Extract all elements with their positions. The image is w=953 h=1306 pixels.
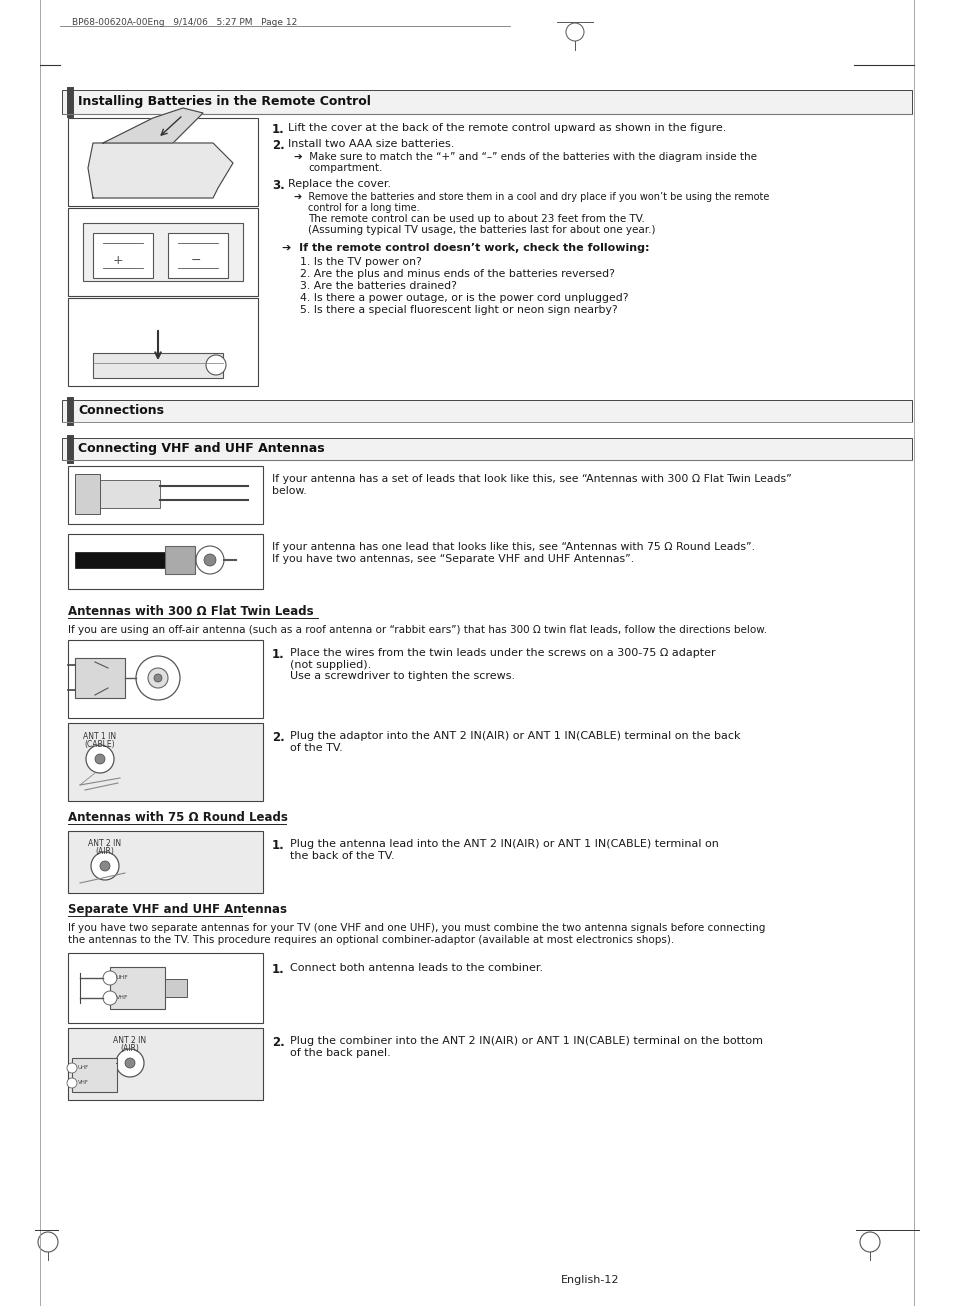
Text: Plug the antenna lead into the ANT 2 IN(AIR) or ANT 1 IN(CABLE) terminal on
the : Plug the antenna lead into the ANT 2 IN(…	[290, 838, 719, 861]
Text: ➔  If the remote control doesn’t work, check the following:: ➔ If the remote control doesn’t work, ch…	[282, 243, 649, 253]
Text: Antennas with 75 Ω Round Leads: Antennas with 75 Ω Round Leads	[68, 811, 288, 824]
Text: Place the wires from the twin leads under the screws on a 300-75 Ω adapter
(not : Place the wires from the twin leads unde…	[290, 648, 715, 682]
Polygon shape	[88, 142, 233, 199]
Bar	[165, 980, 187, 996]
Bar	[83, 223, 243, 281]
Circle shape	[565, 24, 583, 40]
Bar	[68, 1028, 263, 1100]
Text: 2.: 2.	[272, 1036, 284, 1049]
Circle shape	[859, 1232, 879, 1252]
Circle shape	[91, 852, 119, 880]
Text: 1. Is the TV power on?: 1. Is the TV power on?	[299, 257, 421, 266]
Text: 2.: 2.	[272, 138, 284, 151]
Bar	[68, 466, 263, 524]
Bar	[110, 966, 165, 1010]
Circle shape	[100, 861, 110, 871]
Bar	[71, 1058, 117, 1092]
Text: (CABLE): (CABLE)	[85, 741, 115, 750]
Bar	[168, 232, 228, 278]
Text: 2.: 2.	[272, 731, 284, 744]
Text: If your antenna has a set of leads that look like this, see “Antennas with 300 Ω: If your antenna has a set of leads that …	[272, 474, 791, 495]
Circle shape	[153, 674, 162, 682]
Text: English-12: English-12	[560, 1275, 618, 1285]
Text: 1.: 1.	[272, 963, 284, 976]
Text: Lift the cover at the back of the remote control upward as shown in the figure.: Lift the cover at the back of the remote…	[288, 123, 725, 133]
Circle shape	[103, 970, 117, 985]
Text: 3. Are the batteries drained?: 3. Are the batteries drained?	[299, 281, 456, 291]
Text: 2. Are the plus and minus ends of the batteries reversed?: 2. Are the plus and minus ends of the ba…	[299, 269, 615, 279]
Circle shape	[103, 991, 117, 1006]
Bar	[62, 90, 911, 114]
Text: If you have two separate antennas for your TV (one VHF and one UHF), you must co: If you have two separate antennas for yo…	[68, 923, 764, 944]
Bar	[92, 232, 152, 278]
Text: Connections: Connections	[78, 404, 164, 417]
Text: 1.: 1.	[272, 123, 284, 136]
Bar	[92, 353, 223, 377]
Text: BP68-00620A-00Eng   9/14/06   5:27 PM   Page 12: BP68-00620A-00Eng 9/14/06 5:27 PM Page 1…	[71, 18, 297, 27]
Bar	[68, 298, 257, 387]
Text: 1.: 1.	[272, 648, 284, 661]
Text: 4. Is there a power outage, or is the power cord unplugged?: 4. Is there a power outage, or is the po…	[299, 293, 628, 303]
Text: ANT 1 IN: ANT 1 IN	[83, 731, 116, 741]
Text: Antennas with 300 Ω Flat Twin Leads: Antennas with 300 Ω Flat Twin Leads	[68, 605, 314, 618]
Text: compartment.: compartment.	[308, 163, 382, 172]
Bar	[68, 953, 263, 1023]
Bar	[68, 534, 263, 589]
Bar	[62, 400, 911, 422]
Text: Installing Batteries in the Remote Control: Installing Batteries in the Remote Contr…	[78, 95, 371, 108]
Bar	[62, 438, 911, 460]
Circle shape	[67, 1063, 77, 1074]
Text: 3.: 3.	[272, 179, 284, 192]
Text: VHF: VHF	[116, 995, 129, 1000]
Text: ➔  Make sure to match the “+” and “–” ends of the batteries with the diagram ins: ➔ Make sure to match the “+” and “–” end…	[294, 151, 757, 162]
Bar	[68, 831, 263, 893]
Text: −: −	[191, 253, 201, 266]
Circle shape	[195, 546, 224, 575]
Text: Plug the combiner into the ANT 2 IN(AIR) or ANT 1 IN(CABLE) terminal on the bott: Plug the combiner into the ANT 2 IN(AIR)…	[290, 1036, 762, 1058]
Polygon shape	[103, 108, 203, 142]
Text: If you are using an off-air antenna (such as a roof antenna or “rabbit ears”) th: If you are using an off-air antenna (suc…	[68, 626, 766, 635]
Bar	[75, 658, 125, 697]
Bar	[75, 474, 100, 515]
Text: ➔  Remove the batteries and store them in a cool and dry place if you won’t be u: ➔ Remove the batteries and store them in…	[294, 192, 768, 202]
Text: control for a long time.: control for a long time.	[308, 202, 419, 213]
Circle shape	[148, 667, 168, 688]
Text: Connecting VHF and UHF Antennas: Connecting VHF and UHF Antennas	[78, 441, 324, 454]
Text: UHF: UHF	[116, 976, 129, 980]
Bar	[68, 208, 257, 296]
Circle shape	[86, 744, 113, 773]
Circle shape	[136, 656, 180, 700]
Circle shape	[206, 355, 226, 375]
Text: The remote control can be used up to about 23 feet from the TV.: The remote control can be used up to abo…	[308, 214, 644, 225]
Text: If your antenna has one lead that looks like this, see “Antennas with 75 Ω Round: If your antenna has one lead that looks …	[272, 542, 754, 564]
Bar	[68, 640, 263, 718]
Text: Replace the cover.: Replace the cover.	[288, 179, 391, 189]
Circle shape	[38, 1232, 58, 1252]
Text: Install two AAA size batteries.: Install two AAA size batteries.	[288, 138, 454, 149]
Text: UHF: UHF	[78, 1064, 90, 1070]
Circle shape	[204, 554, 215, 565]
Bar	[165, 546, 194, 575]
Text: Plug the adaptor into the ANT 2 IN(AIR) or ANT 1 IN(CABLE) terminal on the back
: Plug the adaptor into the ANT 2 IN(AIR) …	[290, 731, 740, 752]
Text: (Assuming typical TV usage, the batteries last for about one year.): (Assuming typical TV usage, the batterie…	[308, 225, 655, 235]
Bar	[75, 481, 160, 508]
Text: 1.: 1.	[272, 838, 284, 852]
Bar	[68, 724, 263, 801]
Circle shape	[67, 1077, 77, 1088]
Bar	[75, 552, 165, 568]
Text: ANT 2 IN: ANT 2 IN	[113, 1036, 147, 1045]
Circle shape	[95, 754, 105, 764]
Circle shape	[125, 1058, 135, 1068]
Text: (AIR): (AIR)	[120, 1043, 139, 1053]
Text: Connect both antenna leads to the combiner.: Connect both antenna leads to the combin…	[290, 963, 542, 973]
Text: 5. Is there a special fluorescent light or neon sign nearby?: 5. Is there a special fluorescent light …	[299, 306, 617, 315]
Text: +: +	[112, 253, 123, 266]
Circle shape	[116, 1049, 144, 1077]
Text: (AIR): (AIR)	[95, 848, 114, 855]
Text: Separate VHF and UHF Antennas: Separate VHF and UHF Antennas	[68, 902, 287, 916]
Text: ANT 2 IN: ANT 2 IN	[89, 838, 121, 848]
Bar	[68, 118, 257, 206]
Text: VHF: VHF	[78, 1080, 89, 1085]
